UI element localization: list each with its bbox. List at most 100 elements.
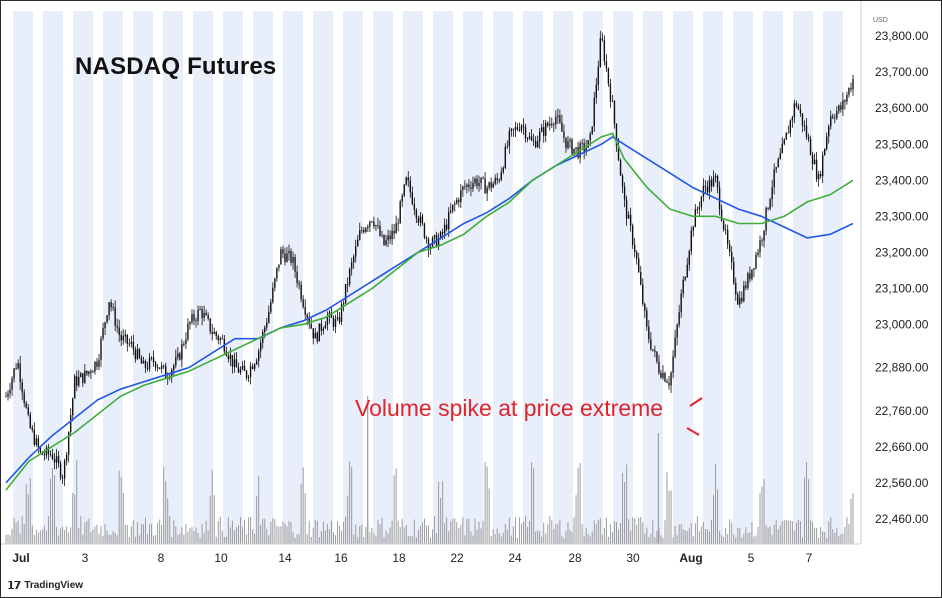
candle-body (409, 180, 411, 193)
candle-body (615, 123, 618, 146)
candle-body (342, 303, 345, 305)
candle-body (181, 343, 183, 360)
session-band (103, 11, 123, 544)
candle-body (496, 178, 498, 181)
candle-body (676, 324, 678, 338)
candle-body (638, 258, 640, 273)
candle-body (185, 339, 187, 345)
candle-body (92, 371, 94, 373)
candle-body (160, 365, 163, 369)
candle-body (381, 234, 383, 236)
candle-body (154, 362, 157, 368)
candle-body (733, 262, 735, 283)
candle-body (207, 315, 209, 319)
time-tick-label: 5 (748, 551, 755, 565)
tradingview-icon: 𝟭𝟳 (7, 580, 21, 592)
candle-body (266, 322, 268, 328)
candle-body (710, 179, 713, 187)
candle-body (272, 287, 274, 303)
annotation-tick (686, 427, 700, 436)
candle-body (243, 365, 246, 371)
candle-body (621, 175, 624, 187)
candle-body (834, 117, 836, 119)
candle-body (502, 167, 504, 173)
candle-body (423, 223, 426, 238)
candle-body (484, 178, 486, 194)
candle-body (49, 454, 52, 455)
candle-body (106, 315, 108, 323)
candle-body (100, 338, 102, 360)
tradingview-logo[interactable]: 𝟭𝟳 TradingView (7, 579, 83, 592)
candle-body (264, 327, 266, 333)
candle-body (522, 125, 525, 128)
candle-body (510, 128, 513, 132)
candle-body (838, 105, 840, 112)
candle-body (472, 183, 474, 189)
time-tick-label: 18 (392, 551, 406, 565)
currency-label: USD (873, 17, 888, 24)
candle-body (134, 349, 137, 359)
candle-body (59, 463, 62, 478)
candle-body (803, 125, 806, 127)
candle-body (823, 148, 826, 156)
candle-body (458, 199, 460, 203)
candle-body (395, 223, 397, 234)
moving-average-blue (5, 136, 854, 484)
candle-body (302, 299, 304, 307)
candle-body (355, 246, 357, 257)
candle-body (811, 155, 814, 165)
candle-body (211, 331, 213, 334)
candle-body (55, 456, 58, 463)
time-tick-label: 22 (450, 551, 464, 565)
time-tick-label: Jul (12, 551, 29, 565)
candle-body (852, 79, 854, 90)
candle-body (789, 120, 792, 134)
session-band (613, 11, 633, 544)
candle-body (844, 100, 846, 102)
candle-body (82, 373, 84, 383)
candle-body (731, 252, 733, 263)
candle-body (25, 403, 27, 408)
candle-body (27, 407, 29, 415)
candle-body (809, 139, 812, 156)
candle-body (631, 225, 634, 245)
chart-title: NASDAQ Futures (75, 53, 277, 80)
candle-body (393, 230, 395, 234)
candle-body (498, 180, 500, 181)
candle-body (357, 239, 359, 247)
candle-body (217, 336, 219, 341)
candle-body (599, 38, 602, 67)
candle-body (470, 187, 472, 189)
price-tick-label: 22,660.00 (875, 440, 929, 454)
candle-body (646, 310, 648, 327)
session-band (373, 11, 393, 544)
candle-body (318, 323, 321, 342)
candle-body (692, 227, 695, 231)
candle-body (383, 234, 385, 245)
candle-body (31, 427, 33, 430)
candle-body (403, 184, 405, 196)
price-tick-label: 23,200.00 (875, 245, 929, 259)
time-tick-label: 28 (568, 551, 582, 565)
candle-body (340, 304, 343, 322)
candle-body (718, 187, 721, 210)
candle-body (102, 327, 104, 339)
candle-body (534, 141, 537, 148)
candle-body (611, 101, 614, 102)
candle-body (674, 337, 676, 357)
session-band (253, 11, 273, 544)
candle-body (177, 353, 179, 358)
candle-body (35, 438, 38, 445)
candle-body (819, 173, 822, 177)
time-tick-label: 7 (806, 551, 813, 565)
candle-body (720, 209, 723, 221)
candle-body (108, 302, 110, 316)
candle-body (332, 317, 335, 327)
candle-body (262, 332, 264, 343)
session-band (223, 11, 243, 544)
candle-body (591, 126, 593, 134)
candle-body (363, 229, 365, 232)
candle-body (175, 357, 177, 366)
